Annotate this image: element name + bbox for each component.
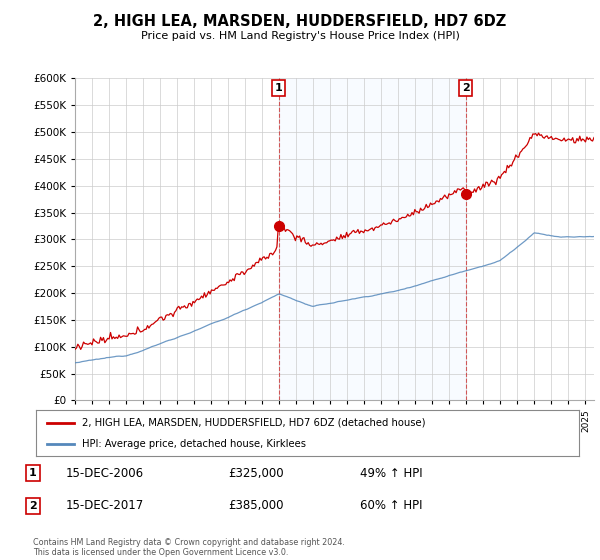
Text: Contains HM Land Registry data © Crown copyright and database right 2024.
This d: Contains HM Land Registry data © Crown c… — [33, 538, 345, 557]
Text: 1: 1 — [275, 83, 283, 93]
Text: Price paid vs. HM Land Registry's House Price Index (HPI): Price paid vs. HM Land Registry's House … — [140, 31, 460, 41]
Text: £325,000: £325,000 — [228, 466, 284, 480]
Text: 1: 1 — [29, 468, 37, 478]
Text: 49% ↑ HPI: 49% ↑ HPI — [360, 466, 422, 480]
Text: £385,000: £385,000 — [228, 499, 284, 512]
Text: 15-DEC-2017: 15-DEC-2017 — [66, 499, 144, 512]
Text: HPI: Average price, detached house, Kirklees: HPI: Average price, detached house, Kirk… — [82, 439, 306, 449]
Text: 2: 2 — [462, 83, 470, 93]
Text: 2, HIGH LEA, MARSDEN, HUDDERSFIELD, HD7 6DZ: 2, HIGH LEA, MARSDEN, HUDDERSFIELD, HD7 … — [94, 14, 506, 29]
Text: 60% ↑ HPI: 60% ↑ HPI — [360, 499, 422, 512]
Bar — [278, 78, 466, 400]
Text: 2: 2 — [29, 501, 37, 511]
Text: 15-DEC-2006: 15-DEC-2006 — [66, 466, 144, 480]
Text: 2, HIGH LEA, MARSDEN, HUDDERSFIELD, HD7 6DZ (detached house): 2, HIGH LEA, MARSDEN, HUDDERSFIELD, HD7 … — [82, 418, 425, 428]
